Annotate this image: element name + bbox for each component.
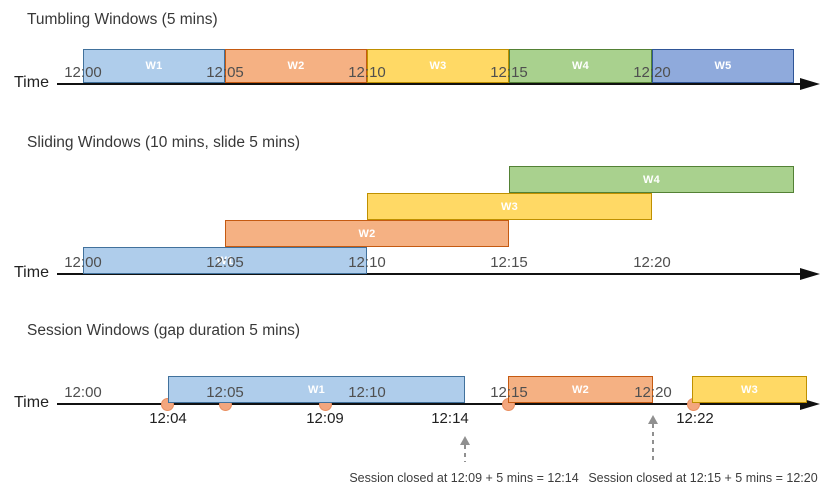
tick-12-20: 12:20 <box>633 64 671 81</box>
callout-dashed-line <box>464 445 466 462</box>
tick-12-15: 12:15 <box>490 384 528 401</box>
window-w1: W1 <box>168 376 465 403</box>
window-w1: W1 <box>83 49 225 83</box>
tick-12-00: 12:00 <box>64 384 102 401</box>
tick-12-10: 12:10 <box>348 64 386 81</box>
window-w3: W3 <box>692 376 807 403</box>
window-label-w2: W2 <box>571 383 590 396</box>
tick-12-00: 12:00 <box>64 254 102 271</box>
callout-arrow-icon <box>648 415 658 424</box>
tick-12-05: 12:05 <box>206 64 244 81</box>
window-label-w1: W1 <box>307 383 326 396</box>
window-label-w2: W2 <box>358 227 376 240</box>
tick-12-00: 12:00 <box>64 64 102 81</box>
callout-dashed-line <box>652 424 654 462</box>
tick-12-20: 12:20 <box>633 254 671 271</box>
tick-12-05: 12:05 <box>206 384 244 401</box>
tick-12-15: 12:15 <box>490 64 528 81</box>
tumbling-axis-arrowhead-icon <box>800 77 820 90</box>
window-w5: W5 <box>652 49 794 83</box>
section-title-sliding: Sliding Windows (10 mins, slide 5 mins) <box>27 134 301 151</box>
tumbling-timeline-axis <box>57 83 804 85</box>
tick-12-15: 12:15 <box>490 254 528 271</box>
session-closed-annotation: Session closed at 12:15 + 5 mins = 12:20 <box>588 471 818 485</box>
window-label-w1: W1 <box>216 254 234 267</box>
sliding-axis-arrowhead-icon <box>800 267 820 280</box>
callout-arrow-icon <box>460 436 470 445</box>
window-label-w1: W1 <box>145 60 163 72</box>
window-w2: W2 <box>225 49 367 83</box>
event-time-12-04: 12:04 <box>149 410 187 427</box>
tick-12-10: 12:10 <box>348 254 386 271</box>
section-title-tumbling: Tumbling Windows (5 mins) <box>27 11 218 28</box>
window-label-w4: W4 <box>571 60 590 72</box>
axis-label-time-session: Time <box>14 394 49 411</box>
window-w2: W2 <box>225 220 509 247</box>
window-label-w3: W3 <box>740 383 759 396</box>
window-w1: W1 <box>83 247 367 274</box>
axis-label-time-tumbling: Time <box>14 74 49 91</box>
window-w4: W4 <box>509 49 652 83</box>
event-time-12-09: 12:09 <box>306 410 344 427</box>
tick-12-20: 12:20 <box>634 384 672 401</box>
window-w4: W4 <box>509 166 794 193</box>
session-timeline-axis <box>57 403 804 405</box>
window-label-w2: W2 <box>287 60 305 72</box>
window-w2: W2 <box>508 376 653 403</box>
window-label-w3: W3 <box>500 200 519 213</box>
tick-12-10: 12:10 <box>348 384 386 401</box>
window-label-w3: W3 <box>429 60 447 72</box>
section-title-session: Session Windows (gap duration 5 mins) <box>27 322 301 339</box>
window-w3: W3 <box>367 193 652 220</box>
session-closed-annotation: Session closed at 12:09 + 5 mins = 12:14 <box>349 471 579 485</box>
window-label-w5: W5 <box>714 60 732 72</box>
axis-label-time-sliding: Time <box>14 264 49 281</box>
window-label-w4: W4 <box>642 173 661 186</box>
event-time-12-14: 12:14 <box>431 410 469 427</box>
window-w3: W3 <box>367 49 509 83</box>
tick-12-05: 12:05 <box>206 254 244 271</box>
event-time-12-22: 12:22 <box>676 410 714 427</box>
sliding-timeline-axis <box>57 273 804 275</box>
